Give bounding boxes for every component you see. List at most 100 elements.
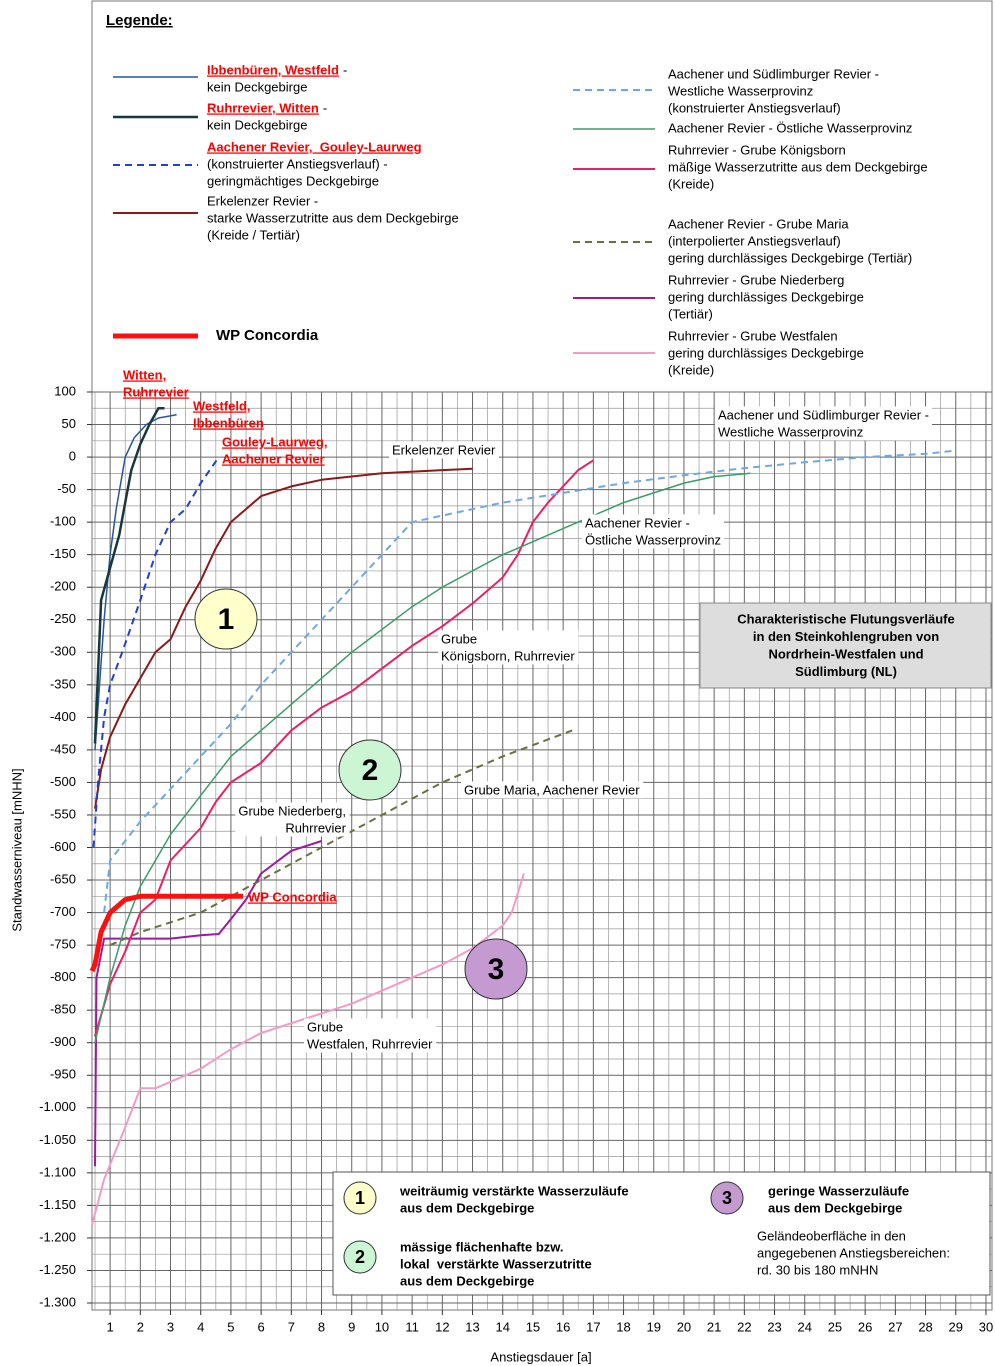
legend-label: geringmächtiges Deckgebirge [207,173,379,188]
annotation: Grube Königsborn, Ruhrrevier [438,630,579,665]
series-line [103,449,956,913]
series-line [92,456,220,848]
legend-label: Westliche Wasserprovinz [668,83,813,98]
y-tick-label: -350 [50,676,76,691]
y-tick-label: -1.300 [39,1294,76,1309]
legend-label: Ibbenbüren, Westfeld [207,62,339,77]
legend-label: mäßige Wasserzutritte aus dem Deckgebirg… [668,159,928,174]
x-tick-label: 22 [737,1319,751,1334]
zone-marker-label: 2 [362,754,379,787]
y-tick-label: 50 [62,416,76,431]
key-box [332,1171,991,1296]
y-tick-label: 100 [54,383,76,398]
legend-label: (konstruierter Anstiegsverlauf) - [207,156,388,171]
zone-marker-label: 3 [488,953,505,986]
annotation: Aachener Revier - Östliche Wasserprovinz [582,514,725,549]
x-tick-label: 1 [107,1319,114,1334]
y-tick-label: -150 [50,546,76,561]
x-tick-label: 21 [707,1319,721,1334]
annotation-bg [304,1018,437,1053]
y-tick-label: -650 [50,871,76,886]
legend-label: Aachener Revier - Grube Maria [668,216,849,231]
legend-label: (Kreide) [668,176,714,191]
annotation: WP Concordia [248,889,337,904]
annotation-text: Grube Maria, Aachener Revier [464,782,640,797]
annotation: Gouley-Laurweg, Aachener Revier [222,434,327,466]
legend-label: gering durchlässiges Deckgebirge (Tertiä… [668,250,912,265]
annotation-bg [715,406,932,441]
legend-label: kein Deckgebirge [207,117,307,132]
annotation-text: Grube [441,631,477,646]
x-tick-label: 27 [888,1319,902,1334]
annotation-text: WP Concordia [248,889,337,904]
legend-label: Ruhrrevier - Grube Westfalen [668,328,838,343]
key-marker [343,1240,377,1274]
x-tick-label: 16 [556,1319,570,1334]
x-tick-label: 18 [616,1319,630,1334]
x-tick-label: 3 [167,1319,174,1334]
annotation-bg [582,514,725,549]
key-marker [710,1181,744,1215]
legend-label: Aachener Revier, Gouley-Laurweg [207,139,422,154]
legend-label: (Tertiär) [668,306,713,321]
annotation-text: Aachener und Südlimburger Revier - [718,407,929,422]
key-text: aus dem Deckgebirge [768,1200,902,1215]
legend-label: Ruhrrevier, Witten [207,100,319,115]
series-line [89,893,243,973]
x-axis-title: Anstiegsdauer [a] [490,1349,591,1364]
annotation-text: Königsborn, Ruhrrevier [441,648,575,663]
y-tick-label: -950 [50,1067,76,1082]
x-tick-label: 8 [318,1319,325,1334]
x-tick-label: 10 [375,1319,389,1334]
annotation: Westfeld, Ibbenbüren [193,398,264,430]
y-axis-title: Standwasserniveau [mNHN] [9,768,24,931]
y-tick-label: -550 [50,806,76,821]
info-text: in den Steinkohlengruben von [753,629,939,644]
x-tick-label: 29 [949,1319,963,1334]
legend-label: (Kreide) [668,362,714,377]
legend-label: - [343,62,347,77]
x-tick-label: 12 [435,1319,449,1334]
y-tick-label: -1.050 [39,1132,76,1147]
legend-label: (konstruierter Anstiegsverlauf) [668,100,841,115]
key-text: weiträumig verstärkte Wasserzuläufe [399,1183,629,1198]
x-tick-label: 11 [405,1319,419,1334]
annotation: Aachener und Südlimburger Revier - Westli… [715,406,932,441]
x-tick-label: 17 [586,1319,600,1334]
key-text: geringe Wasserzuläufe [768,1183,909,1198]
y-tick-label: -1.000 [39,1099,76,1114]
x-tick-label: 26 [858,1319,872,1334]
y-tick-label: -300 [50,644,76,659]
zone-marker [338,739,402,801]
annotation: Witten, Ruhrrevier [123,367,189,399]
x-tick-label: 7 [288,1319,295,1334]
x-tick-label: 5 [227,1319,234,1334]
key-note: rd. 30 bis 180 mNHN [757,1262,878,1277]
legend-label: starke Wasserzutritte aus dem Deckgebirg… [207,210,459,225]
key-marker-label: 2 [355,1247,365,1267]
x-tick-label: 9 [348,1319,355,1334]
x-tick-label: 2 [137,1319,144,1334]
annotation-text: Witten, [123,367,166,382]
annotation: Erkelenzer Revier [389,441,499,459]
y-tick-label: -900 [50,1034,76,1049]
y-tick-label: -750 [50,937,76,952]
legend-label: Aachener und Südlimburger Revier - [668,66,879,81]
annotation: Grube Maria, Aachener Revier [461,781,644,799]
key-text: mässige flächenhafte bzw. [400,1239,564,1254]
key-marker-label: 1 [355,1188,365,1208]
y-tick-label: -50 [57,481,76,496]
annotation-text: Grube [307,1019,343,1034]
annotation-text: Gouley-Laurweg, [222,434,327,449]
legend-label: Erkelenzer Revier - [207,193,318,208]
y-tick-label: -1.150 [39,1197,76,1212]
key-text: aus dem Deckgebirge [400,1200,534,1215]
x-tick-label: 28 [918,1319,932,1334]
series-line [94,840,322,1167]
legend-title: Legende: [106,12,173,29]
series-line [93,407,165,744]
annotation-text: Westliche Wasserprovinz [718,424,863,439]
key-note: angegebenen Anstiegsbereichen: [757,1245,950,1260]
zone-marker [464,938,528,1000]
series-line [94,459,594,1037]
